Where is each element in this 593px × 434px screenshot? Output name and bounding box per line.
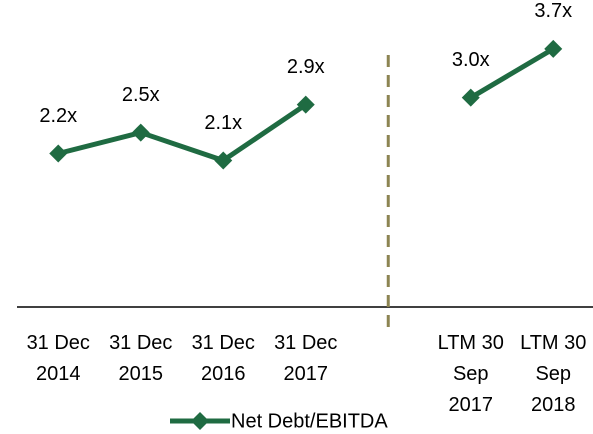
x-tick-label: 31 Dec 2015 [109, 332, 173, 385]
data-label: 2.2x [39, 105, 77, 127]
marker [214, 151, 233, 170]
data-label: 3.7x [534, 0, 572, 22]
marker [49, 144, 68, 163]
series-line [57, 46, 555, 163]
x-tick-label: 31 Dec 2016 [191, 332, 255, 385]
data-label: 2.1x [204, 112, 242, 134]
marker [296, 95, 315, 114]
data-label: 3.0x [452, 49, 490, 71]
data-label: 2.5x [122, 84, 160, 106]
marker [544, 39, 563, 58]
legend-label: Net Debt/EBITDA [231, 410, 388, 432]
marker [131, 123, 150, 142]
legend-marker [191, 412, 209, 430]
x-tick-label: LTM 30 Sep 2017 [437, 332, 504, 416]
data-label: 2.9x [287, 56, 325, 78]
marker [461, 88, 480, 107]
x-tick-label: LTM 30 Sep 2018 [520, 332, 587, 416]
x-tick-label: 31 Dec 2014 [26, 332, 90, 385]
x-tick-label: 31 Dec 2017 [274, 332, 338, 385]
